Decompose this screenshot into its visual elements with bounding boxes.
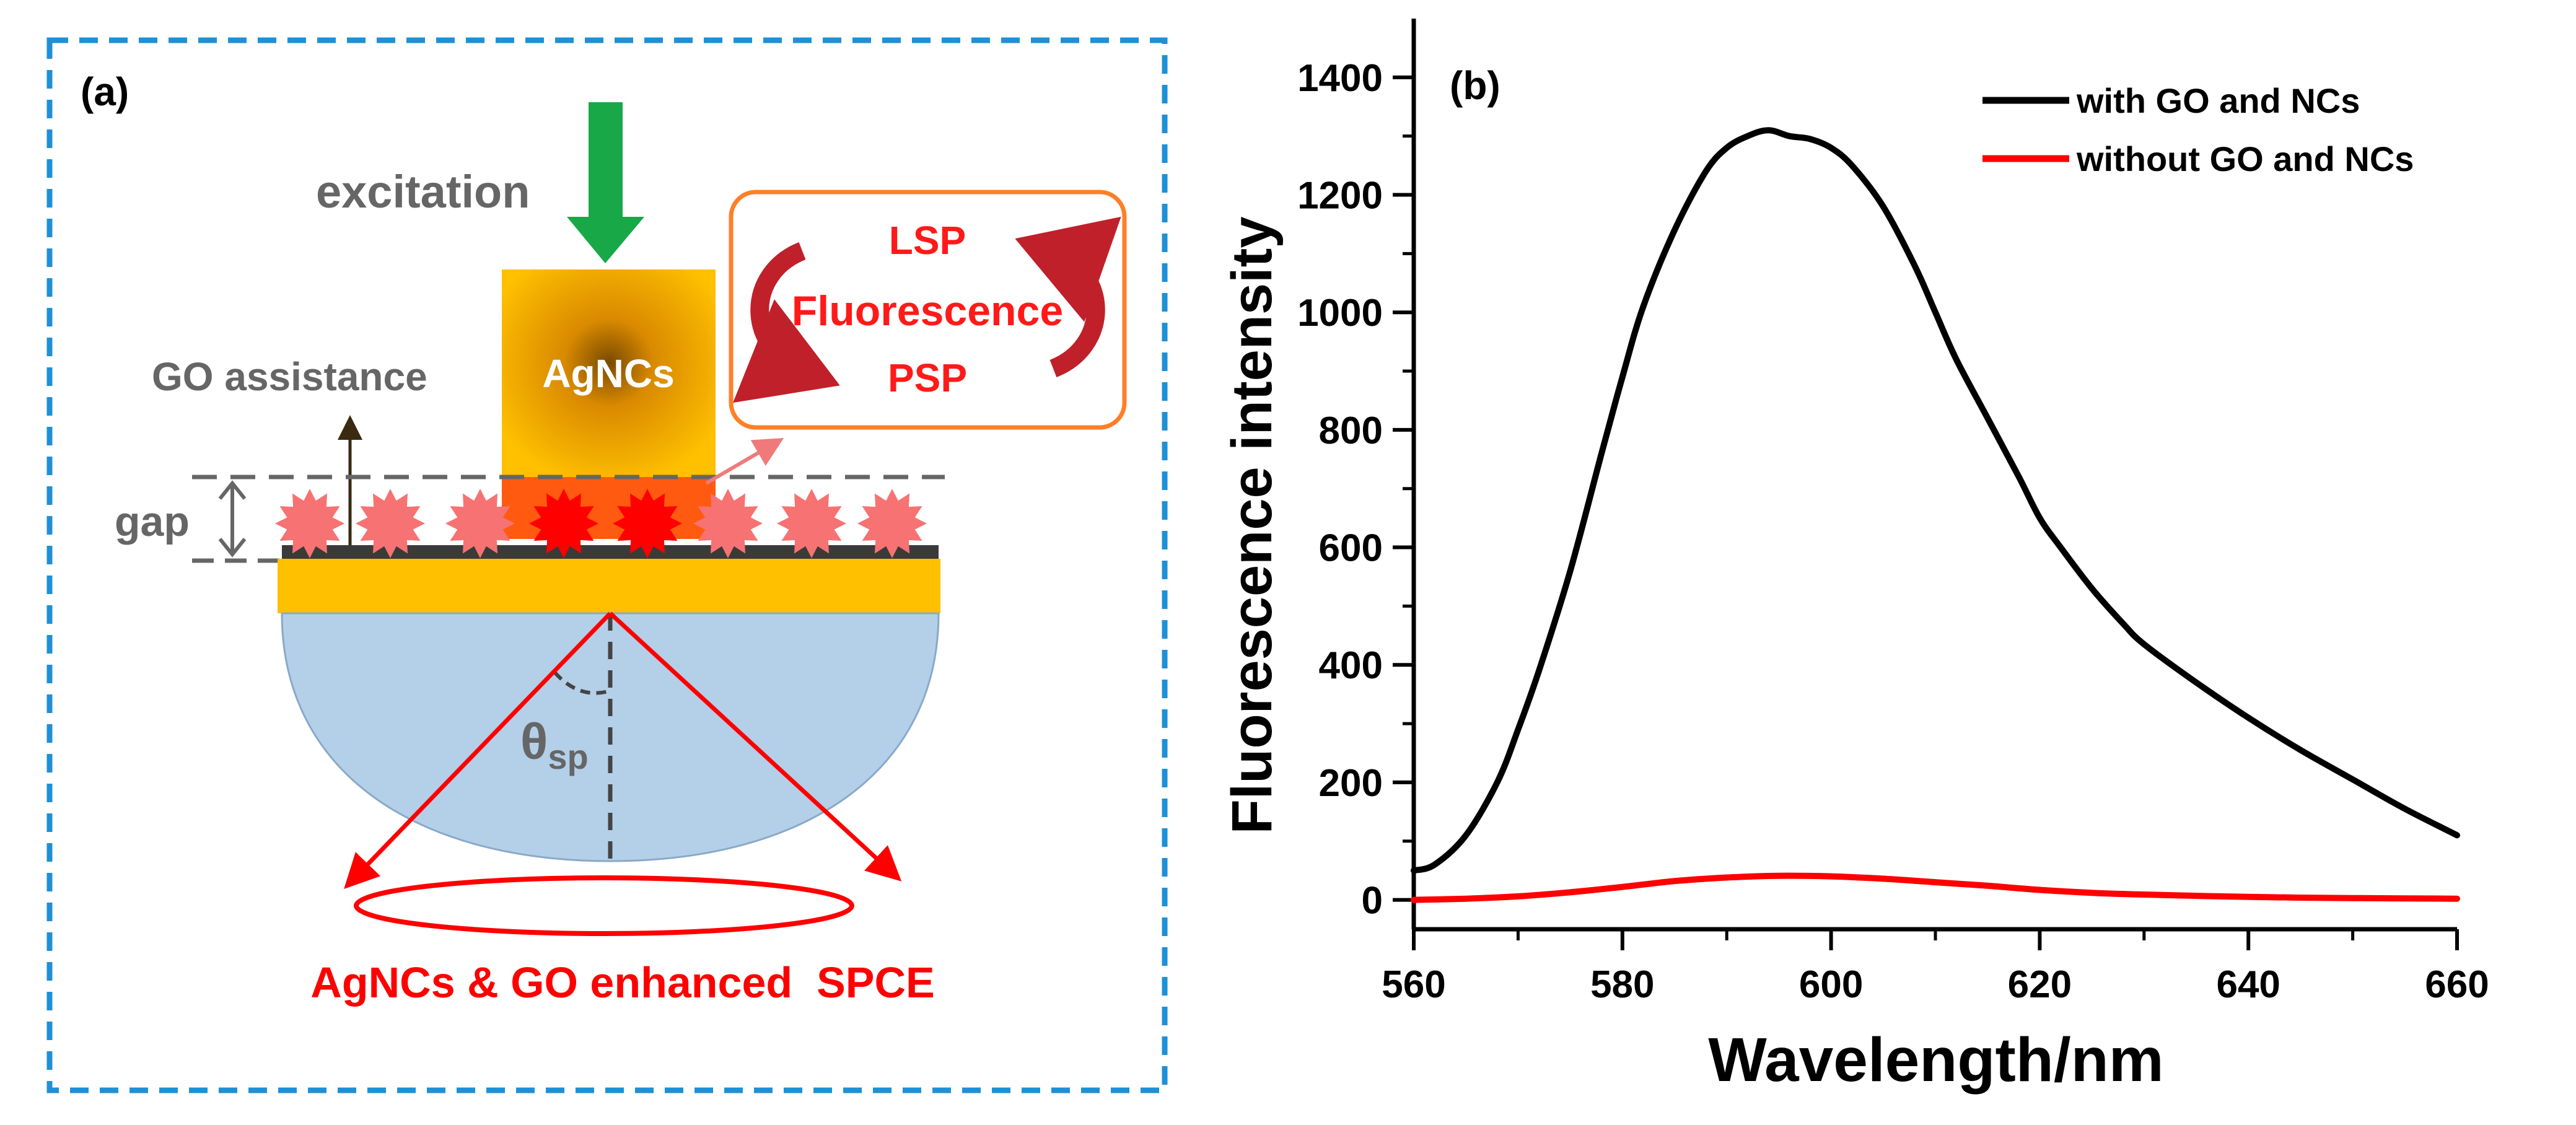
box-psp-label: PSP bbox=[888, 356, 967, 400]
y-tick-label: 800 bbox=[1319, 409, 1383, 452]
fluorophore-star-enhanced bbox=[613, 489, 682, 558]
y-tick-label: 1400 bbox=[1297, 57, 1383, 100]
fluorophore-star-enhanced bbox=[529, 489, 598, 558]
agncs-label: AgNCs bbox=[542, 351, 674, 396]
x-axis-title: Wavelength/nm bbox=[1708, 1025, 2163, 1095]
agncs-base bbox=[502, 477, 716, 539]
panel-a-label: (a) bbox=[81, 69, 129, 114]
spce-cone-ring bbox=[354, 875, 854, 936]
panel-a-caption: AgNCs & GO enhanced SPCE bbox=[310, 958, 934, 1007]
go-film bbox=[282, 545, 939, 559]
theta-sp-label: θsp bbox=[520, 714, 589, 776]
legend-label-series-2: without GO and NCs bbox=[2076, 139, 2414, 178]
y-tick-label: 1200 bbox=[1297, 175, 1383, 217]
go-assistance-label: GO assistance bbox=[152, 354, 427, 399]
panel-b: (b) 0 200 400 600 800 1000 1200 1400 560 580 600 6… bbox=[1220, 19, 2489, 1095]
agncs-cube bbox=[502, 269, 716, 477]
theta-angle-arc bbox=[553, 671, 611, 695]
curved-arrow-left-icon bbox=[732, 242, 840, 403]
molecule-stars bbox=[275, 489, 927, 558]
spce-right-arrow-icon bbox=[608, 611, 902, 882]
fluorophore-star bbox=[275, 489, 344, 558]
chart-legend: with GO and NCs without GO and NCs bbox=[1982, 81, 2414, 178]
gap-dimension-icon bbox=[218, 480, 247, 558]
y-tick-label: 600 bbox=[1319, 527, 1383, 570]
spce-left-arrow-icon bbox=[344, 611, 612, 890]
x-tick-label: 640 bbox=[2216, 963, 2280, 1006]
x-tick-label: 580 bbox=[1590, 963, 1654, 1006]
fluorophore-star bbox=[857, 489, 927, 558]
chart-series bbox=[1411, 127, 2460, 903]
x-tick-label: 620 bbox=[2008, 963, 2072, 1006]
x-axis-ticks: 560 580 600 620 640 660 bbox=[1382, 929, 2489, 1006]
x-tick-label: 560 bbox=[1382, 963, 1445, 1006]
emission-to-box-arrow-icon bbox=[705, 437, 784, 485]
fluorophore-star bbox=[356, 489, 425, 558]
legend-label-series-1: with GO and NCs bbox=[2076, 81, 2360, 120]
y-tick-label: 200 bbox=[1319, 762, 1383, 805]
series-line-1 bbox=[1411, 127, 2460, 874]
y-axis-ticks: 0 200 400 600 800 1000 1200 1400 bbox=[1297, 57, 1414, 922]
gap-label: gap bbox=[115, 498, 190, 545]
curved-arrow-right-icon bbox=[1015, 216, 1121, 377]
fluorophore-star bbox=[693, 489, 763, 558]
panel-b-label: (b) bbox=[1450, 63, 1500, 108]
box-fluorescence-label: Fluorescence bbox=[792, 287, 1063, 335]
fluorophore-star bbox=[777, 489, 846, 558]
excitation-arrow-icon bbox=[567, 102, 644, 263]
x-tick-label: 600 bbox=[1799, 963, 1863, 1006]
fluorophore-star bbox=[445, 489, 515, 558]
y-tick-label: 400 bbox=[1319, 644, 1383, 687]
y-tick-label: 0 bbox=[1362, 880, 1383, 922]
gold-film bbox=[278, 559, 940, 613]
y-tick-label: 1000 bbox=[1297, 292, 1383, 335]
panel-a-border bbox=[46, 37, 1168, 1093]
panel-a: (a) excitation AgNCs GO assistance gap bbox=[46, 37, 1168, 1093]
excitation-label: excitation bbox=[316, 166, 530, 217]
box-lsp-label: LSP bbox=[889, 218, 966, 263]
y-axis-title: Fluorescence intensity bbox=[1220, 217, 1284, 834]
x-tick-label: 660 bbox=[2425, 963, 2489, 1006]
series-line-2 bbox=[1411, 872, 2460, 903]
